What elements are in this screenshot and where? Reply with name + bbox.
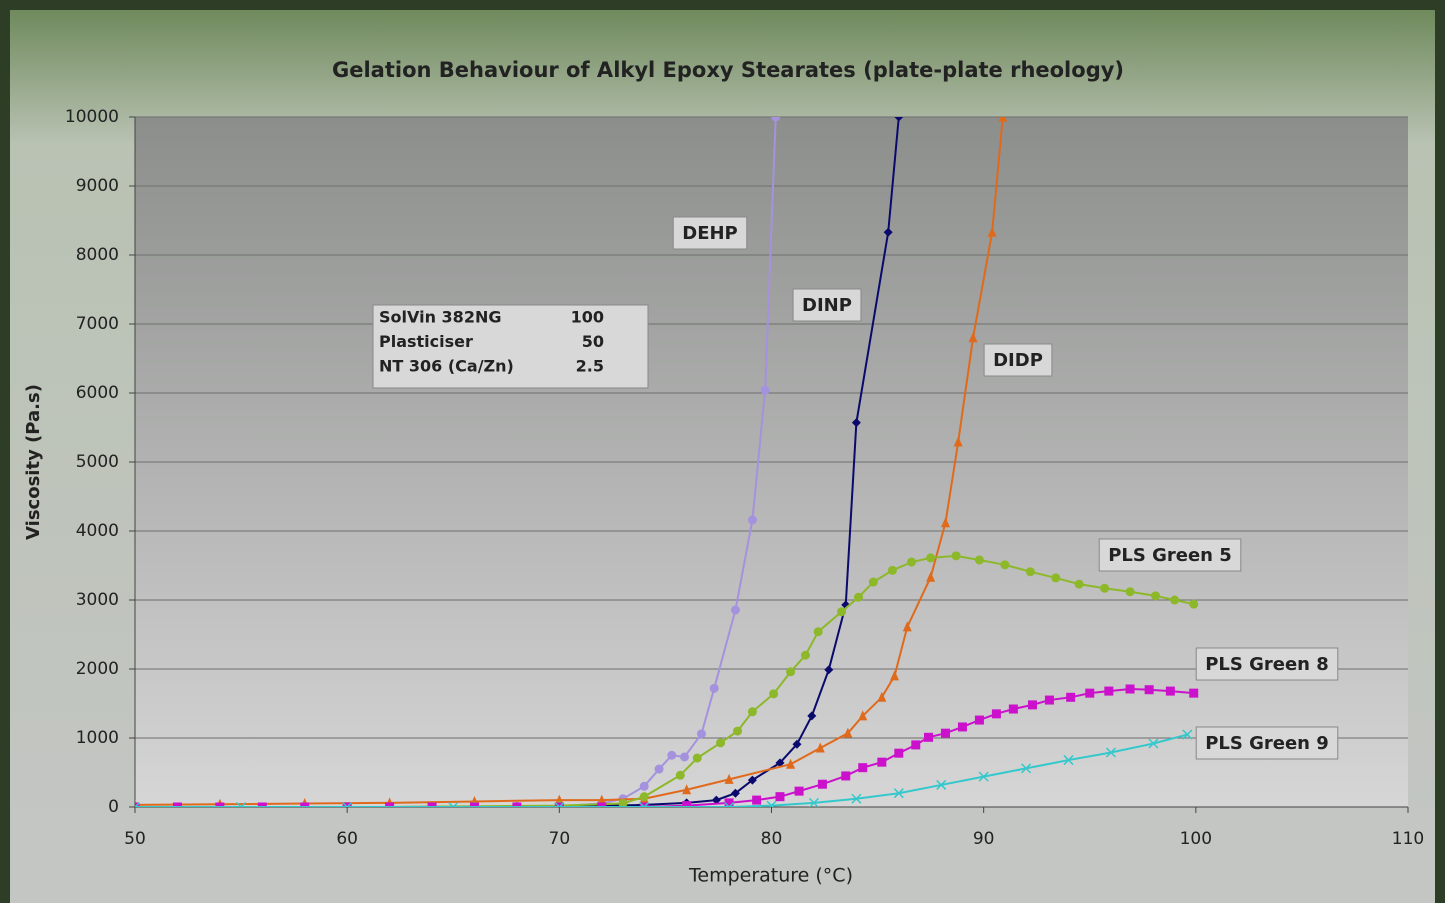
point bbox=[680, 752, 689, 761]
x-tick-label: 50 bbox=[124, 829, 146, 849]
y-tick-label: 1000 bbox=[76, 728, 119, 748]
point bbox=[761, 386, 770, 395]
point bbox=[1000, 560, 1009, 569]
point bbox=[710, 684, 719, 693]
point bbox=[1075, 580, 1084, 589]
annotation-name: SolVin 382NG bbox=[379, 308, 501, 327]
point bbox=[992, 709, 1001, 718]
point bbox=[640, 782, 649, 791]
x-tick-label: 90 bbox=[973, 829, 995, 849]
point bbox=[1126, 587, 1135, 596]
annotation-value: 50 bbox=[582, 332, 604, 351]
point bbox=[1170, 596, 1179, 605]
point bbox=[716, 738, 725, 747]
point bbox=[676, 771, 685, 780]
point bbox=[733, 727, 742, 736]
point bbox=[1100, 584, 1109, 593]
point bbox=[697, 729, 706, 738]
point bbox=[786, 667, 795, 676]
point bbox=[752, 796, 761, 805]
x-tick-label: 110 bbox=[1392, 829, 1424, 849]
point bbox=[837, 607, 846, 616]
annotation-value: 100 bbox=[571, 308, 604, 327]
point bbox=[952, 551, 961, 560]
point bbox=[640, 792, 649, 801]
point bbox=[894, 749, 903, 758]
point bbox=[1104, 687, 1113, 696]
x-tick-label: 100 bbox=[1180, 829, 1212, 849]
point bbox=[1045, 696, 1054, 705]
point bbox=[975, 716, 984, 725]
point bbox=[1145, 685, 1154, 694]
point bbox=[769, 689, 778, 698]
point bbox=[907, 558, 916, 567]
series-label: PLS Green 9 bbox=[1205, 733, 1329, 754]
point bbox=[1026, 567, 1035, 576]
point bbox=[926, 553, 935, 562]
y-tick-label: 3000 bbox=[76, 590, 119, 610]
point bbox=[818, 780, 827, 789]
y-tick-label: 9000 bbox=[76, 176, 119, 196]
point bbox=[795, 787, 804, 796]
point bbox=[1066, 693, 1075, 702]
annotation-name: NT 306 (Ca/Zn) bbox=[379, 357, 514, 376]
point bbox=[1009, 705, 1018, 714]
point bbox=[814, 627, 823, 636]
y-tick-label: 5000 bbox=[76, 452, 119, 472]
annotation-value: 2.5 bbox=[576, 357, 604, 376]
x-tick-label: 80 bbox=[761, 829, 783, 849]
y-tick-label: 0 bbox=[108, 797, 119, 817]
y-tick-label: 7000 bbox=[76, 314, 119, 334]
point bbox=[854, 593, 863, 602]
point bbox=[941, 729, 950, 738]
series-label: DINP bbox=[802, 295, 852, 316]
chart-title: Gelation Behaviour of Alkyl Epoxy Steara… bbox=[332, 58, 1124, 82]
x-tick-label: 60 bbox=[336, 829, 358, 849]
point bbox=[958, 722, 967, 731]
point bbox=[911, 740, 920, 749]
point bbox=[655, 765, 664, 774]
point bbox=[775, 792, 784, 801]
chart: Gelation Behaviour of Alkyl Epoxy Steara… bbox=[0, 0, 1445, 903]
point bbox=[1151, 591, 1160, 600]
point bbox=[1189, 689, 1198, 698]
point bbox=[667, 751, 676, 760]
point bbox=[975, 555, 984, 564]
point bbox=[869, 578, 878, 587]
point bbox=[858, 763, 867, 772]
point bbox=[731, 606, 740, 615]
annotation-name: Plasticiser bbox=[379, 332, 473, 351]
point bbox=[841, 771, 850, 780]
series-label: PLS Green 5 bbox=[1108, 545, 1232, 566]
y-tick-label: 2000 bbox=[76, 659, 119, 679]
point bbox=[1028, 700, 1037, 709]
x-tick-label: 70 bbox=[549, 829, 571, 849]
point bbox=[888, 566, 897, 575]
point bbox=[1085, 689, 1094, 698]
y-axis-label: Viscosity (Pa.s) bbox=[23, 384, 44, 540]
series-label: PLS Green 8 bbox=[1205, 654, 1329, 675]
point bbox=[801, 651, 810, 660]
point bbox=[693, 754, 702, 763]
point bbox=[924, 733, 933, 742]
point bbox=[1051, 573, 1060, 582]
point bbox=[1189, 600, 1198, 609]
point bbox=[1126, 685, 1135, 694]
point bbox=[748, 515, 757, 524]
point bbox=[877, 758, 886, 767]
point bbox=[748, 707, 757, 716]
series-label: DEHP bbox=[682, 223, 738, 244]
y-tick-label: 8000 bbox=[76, 245, 119, 265]
point bbox=[1166, 687, 1175, 696]
y-tick-label: 10000 bbox=[65, 107, 119, 127]
series-label: DIDP bbox=[993, 350, 1043, 371]
y-tick-label: 4000 bbox=[76, 521, 119, 541]
y-tick-label: 6000 bbox=[76, 383, 119, 403]
x-axis-label: Temperature (°C) bbox=[688, 865, 853, 887]
